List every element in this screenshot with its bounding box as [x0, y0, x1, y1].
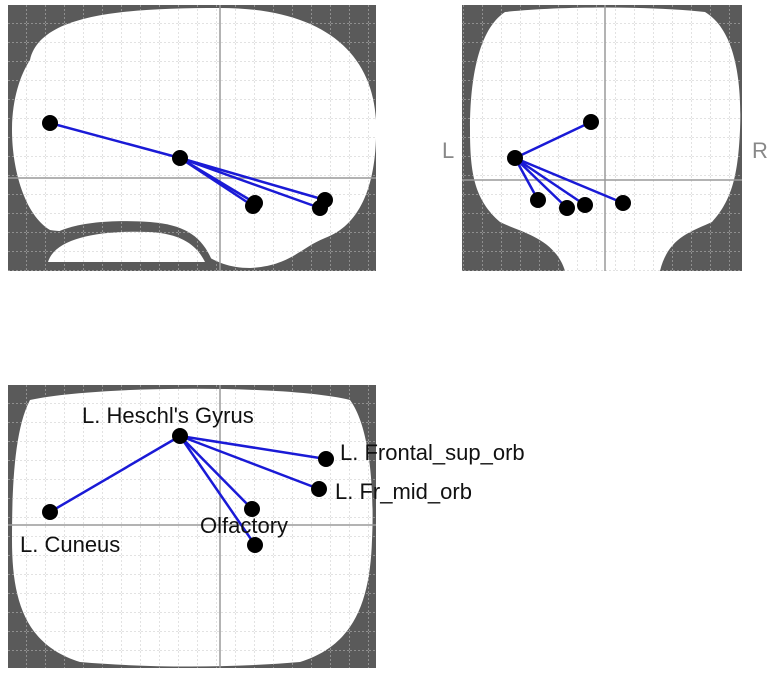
node-label: L. Cuneus	[20, 532, 120, 557]
axial-view: L. Heschl's Gyrus L. Frontal_sup_orb L. …	[8, 385, 525, 668]
left-label: L	[442, 138, 454, 163]
coronal-view: L R	[442, 5, 768, 271]
glass-brain-figure: L R L. Heschl's Gyrus L. Frontal_sup_orb…	[0, 0, 768, 673]
node-label: L. Fr_mid_orb	[335, 479, 472, 504]
right-label: R	[752, 138, 768, 163]
node-label: Olfactory	[200, 513, 288, 538]
sagittal-view	[8, 5, 376, 271]
node-label: L. Frontal_sup_orb	[340, 440, 525, 465]
node-label: L. Heschl's Gyrus	[82, 403, 254, 428]
